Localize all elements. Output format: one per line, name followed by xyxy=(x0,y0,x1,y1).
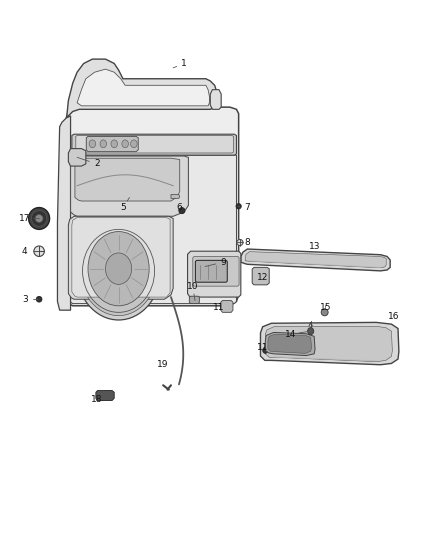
Ellipse shape xyxy=(80,222,157,316)
Text: 5: 5 xyxy=(120,203,126,212)
Polygon shape xyxy=(187,251,241,297)
Text: 13: 13 xyxy=(309,243,321,252)
Polygon shape xyxy=(77,69,209,106)
Polygon shape xyxy=(261,322,399,365)
Text: 4: 4 xyxy=(22,247,28,256)
Ellipse shape xyxy=(28,207,49,229)
Polygon shape xyxy=(75,158,180,201)
Text: 7: 7 xyxy=(244,203,250,212)
Text: 12: 12 xyxy=(257,273,268,282)
Text: 14: 14 xyxy=(285,330,297,338)
Ellipse shape xyxy=(307,328,314,335)
Text: 9: 9 xyxy=(220,257,226,266)
Ellipse shape xyxy=(122,140,128,148)
Polygon shape xyxy=(265,326,392,362)
Text: 2: 2 xyxy=(94,159,99,168)
Text: 11: 11 xyxy=(213,303,225,312)
Polygon shape xyxy=(193,256,239,286)
Polygon shape xyxy=(268,334,311,353)
Ellipse shape xyxy=(32,211,47,227)
Ellipse shape xyxy=(237,239,243,246)
Polygon shape xyxy=(68,155,237,304)
Ellipse shape xyxy=(88,231,149,306)
Polygon shape xyxy=(68,149,86,166)
Ellipse shape xyxy=(263,348,268,353)
Text: 11: 11 xyxy=(257,343,268,352)
Ellipse shape xyxy=(179,207,185,214)
Ellipse shape xyxy=(76,217,161,320)
Polygon shape xyxy=(66,59,217,123)
Ellipse shape xyxy=(321,309,328,316)
Text: 3: 3 xyxy=(22,295,28,304)
Text: 19: 19 xyxy=(156,360,168,369)
Ellipse shape xyxy=(236,204,241,209)
Polygon shape xyxy=(86,136,138,152)
Ellipse shape xyxy=(89,140,95,148)
Ellipse shape xyxy=(106,253,132,285)
FancyBboxPatch shape xyxy=(195,261,227,282)
Text: 10: 10 xyxy=(187,281,198,290)
Polygon shape xyxy=(265,333,315,356)
Text: 17: 17 xyxy=(19,214,31,223)
Polygon shape xyxy=(57,116,71,310)
Text: 8: 8 xyxy=(244,238,250,247)
Polygon shape xyxy=(68,216,173,299)
Polygon shape xyxy=(245,252,386,268)
Text: 16: 16 xyxy=(388,312,399,321)
Polygon shape xyxy=(210,90,221,109)
Polygon shape xyxy=(72,134,237,155)
Polygon shape xyxy=(76,135,233,153)
Polygon shape xyxy=(66,107,239,306)
Ellipse shape xyxy=(35,215,43,222)
Ellipse shape xyxy=(36,296,42,302)
Text: 1: 1 xyxy=(181,59,187,68)
Text: 15: 15 xyxy=(320,303,332,312)
Ellipse shape xyxy=(111,140,117,148)
Text: 18: 18 xyxy=(91,395,102,404)
Ellipse shape xyxy=(100,140,106,148)
Polygon shape xyxy=(171,195,180,198)
Text: 6: 6 xyxy=(177,203,183,212)
Polygon shape xyxy=(71,156,188,216)
Ellipse shape xyxy=(34,246,44,256)
Ellipse shape xyxy=(131,140,137,148)
Polygon shape xyxy=(189,296,199,304)
Polygon shape xyxy=(252,268,269,285)
Polygon shape xyxy=(221,301,233,312)
Polygon shape xyxy=(72,217,170,297)
Polygon shape xyxy=(241,249,390,271)
Polygon shape xyxy=(96,391,114,400)
